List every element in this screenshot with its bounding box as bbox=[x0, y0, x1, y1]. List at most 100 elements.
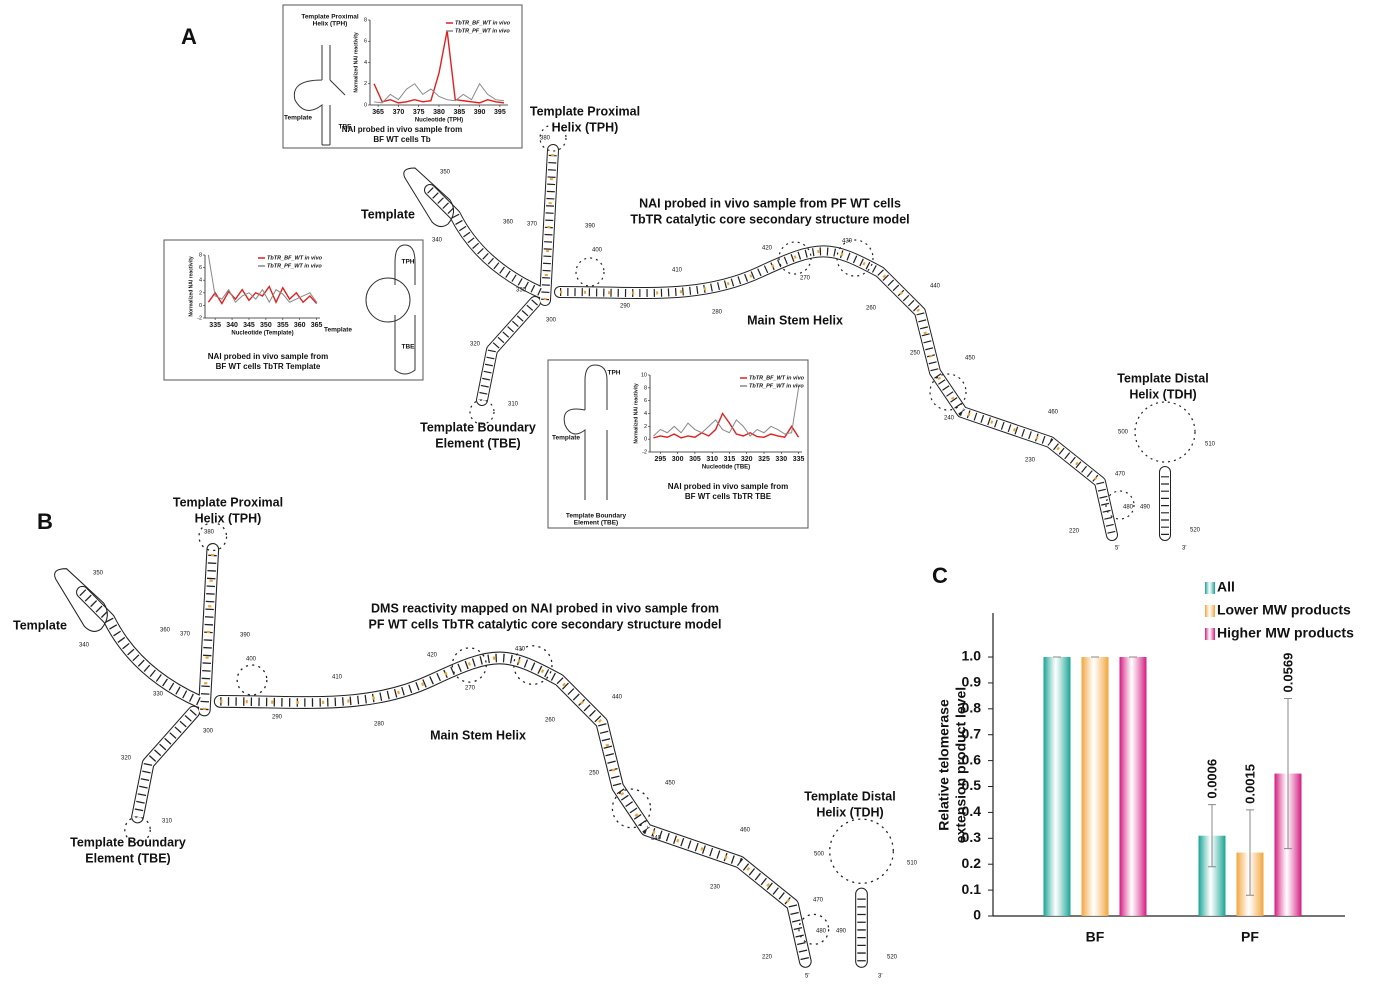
legend-label: TbTR_BF_WT in vivo bbox=[267, 255, 323, 261]
x-tick-label: 325 bbox=[758, 456, 770, 463]
diagram-label: TBE bbox=[402, 344, 416, 351]
nucleotide-position: 280 bbox=[374, 722, 385, 728]
nucleotide-position: 500 bbox=[814, 852, 825, 858]
bar bbox=[1082, 657, 1109, 916]
nucleotide-position: 290 bbox=[620, 304, 631, 310]
region-label: Template Proximal bbox=[173, 495, 283, 509]
y-axis-label: Relative telomerase bbox=[936, 699, 952, 831]
nucleotide-position: 350 bbox=[440, 170, 451, 176]
nucleotide-position: 430 bbox=[842, 239, 853, 245]
x-tick-label: BF bbox=[1086, 929, 1105, 945]
y-tick-label: 2 bbox=[199, 290, 202, 296]
nucleotide-position: 270 bbox=[465, 686, 476, 692]
nucleotide-position: 430 bbox=[515, 647, 526, 653]
nucleotide-position: 500 bbox=[1118, 430, 1129, 436]
y-tick-label: 4 bbox=[364, 60, 367, 66]
strand-end: 5' bbox=[1115, 546, 1119, 552]
region-label: Template Boundary bbox=[420, 420, 536, 434]
panel-label: B bbox=[37, 509, 53, 534]
y-axis-label: Normalized NAI reactivity bbox=[353, 32, 359, 93]
inset-caption: BF WT cells Tb bbox=[373, 135, 430, 144]
diagram-label: Template bbox=[284, 115, 312, 122]
legend-label: TbTR_BF_WT in vivo bbox=[749, 375, 805, 381]
region-label: Template Boundary bbox=[70, 835, 186, 849]
y-axis-label: extension product level bbox=[953, 687, 969, 843]
x-tick-label: 365 bbox=[372, 109, 384, 116]
region-label: Element (TBE) bbox=[435, 436, 520, 450]
y-tick-label: 6 bbox=[364, 39, 367, 45]
diagram-label: Template Boundary bbox=[566, 513, 627, 520]
y-tick-label: 2 bbox=[364, 81, 367, 87]
nucleotide-position: 260 bbox=[866, 306, 877, 312]
p-value-label: 0.0569 bbox=[1280, 653, 1295, 693]
nucleotide-position: 350 bbox=[93, 571, 104, 577]
region-label: Template bbox=[13, 618, 67, 632]
x-tick-label: 370 bbox=[393, 109, 405, 116]
nucleotide-position: 460 bbox=[740, 828, 751, 834]
nucleotide-position: 440 bbox=[612, 695, 623, 701]
diagram-label: Template bbox=[324, 327, 352, 334]
nucleotide-position: 320 bbox=[470, 342, 481, 348]
nucleotide-position: 410 bbox=[332, 675, 343, 681]
x-tick-label: 345 bbox=[243, 322, 255, 329]
nucleotide-position: 480 bbox=[1123, 505, 1134, 511]
diagram-label: Template bbox=[552, 435, 580, 442]
diagram-label: Helix (TPH) bbox=[313, 21, 348, 28]
inset-caption: NAI probed in vivo sample from bbox=[668, 482, 788, 491]
legend-swatch bbox=[1205, 582, 1215, 594]
legend-label: TbTR_PF_WT in vivo bbox=[749, 383, 804, 389]
x-axis-label: Nucleotide (TPH) bbox=[415, 118, 463, 124]
nucleotide-position: 330 bbox=[153, 692, 164, 698]
x-tick-label: 305 bbox=[689, 456, 701, 463]
nucleotide-position: 420 bbox=[762, 246, 773, 252]
x-tick-label: 310 bbox=[706, 456, 718, 463]
x-tick-label: 330 bbox=[775, 456, 787, 463]
y-tick-label: 8 bbox=[644, 385, 647, 391]
y-tick-label: 4 bbox=[199, 278, 202, 284]
nucleotide-position: 300 bbox=[203, 729, 214, 735]
y-axis-label: Normalized NAI reactivity bbox=[633, 383, 639, 444]
nucleotide-position: 440 bbox=[930, 284, 941, 290]
bar bbox=[1120, 657, 1147, 916]
x-tick-label: 385 bbox=[453, 109, 465, 116]
structure-title: TbTR catalytic core secondary structure … bbox=[630, 212, 909, 226]
y-tick-label: 1.0 bbox=[962, 648, 982, 664]
y-tick-label: 6 bbox=[199, 265, 202, 271]
nucleotide-position: 450 bbox=[965, 356, 976, 362]
nucleotide-position: 290 bbox=[272, 715, 283, 721]
x-tick-label: 355 bbox=[277, 322, 289, 329]
nucleotide-position: 470 bbox=[813, 898, 824, 904]
panel-label: A bbox=[181, 24, 197, 49]
region-label: Element (TBE) bbox=[85, 851, 170, 865]
x-tick-label: 350 bbox=[260, 322, 272, 329]
x-tick-label: 335 bbox=[209, 322, 221, 329]
y-tick-label: -2 bbox=[642, 449, 647, 455]
region-label: Template bbox=[361, 207, 415, 221]
nucleotide-position: 390 bbox=[240, 633, 251, 639]
legend-label: All bbox=[1217, 579, 1235, 595]
nucleotide-position: 270 bbox=[800, 276, 811, 282]
bar bbox=[1044, 657, 1071, 916]
nucleotide-position: 240 bbox=[651, 836, 662, 842]
x-tick-label: 340 bbox=[226, 322, 238, 329]
nucleotide-position: 230 bbox=[710, 885, 721, 891]
nucleotide-position: 310 bbox=[508, 402, 519, 408]
x-tick-label: 335 bbox=[793, 456, 805, 463]
nucleotide-position: 490 bbox=[1140, 505, 1151, 511]
region-label: Template Distal bbox=[1117, 371, 1208, 385]
region-label: Main Stem Helix bbox=[430, 728, 526, 742]
region-label: Helix (TDH) bbox=[1129, 387, 1196, 401]
p-value-label: 0.0015 bbox=[1242, 764, 1257, 804]
y-tick-label: 0 bbox=[199, 303, 202, 309]
nucleotide-position: 480 bbox=[816, 929, 827, 935]
nucleotide-position: 510 bbox=[1205, 442, 1216, 448]
nucleotide-position: 380 bbox=[204, 530, 215, 536]
nucleotide-position: 220 bbox=[762, 955, 773, 961]
figure: ANAI probed in vivo sample from PF WT ce… bbox=[0, 0, 1385, 986]
nucleotide-position: 380 bbox=[540, 136, 551, 142]
inset-caption: BF WT cells TbTR TBE bbox=[685, 492, 772, 501]
x-tick-label: PF bbox=[1241, 929, 1259, 945]
nucleotide-position: 400 bbox=[246, 657, 257, 663]
x-tick-label: 360 bbox=[294, 322, 306, 329]
nucleotide-position: 510 bbox=[907, 861, 918, 867]
